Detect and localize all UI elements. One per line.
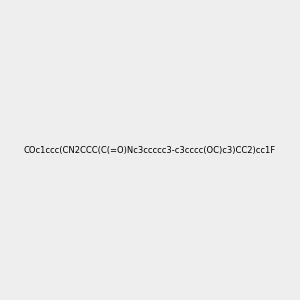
- Text: COc1ccc(CN2CCC(C(=O)Nc3ccccc3-c3cccc(OC)c3)CC2)cc1F: COc1ccc(CN2CCC(C(=O)Nc3ccccc3-c3cccc(OC)…: [24, 146, 276, 154]
